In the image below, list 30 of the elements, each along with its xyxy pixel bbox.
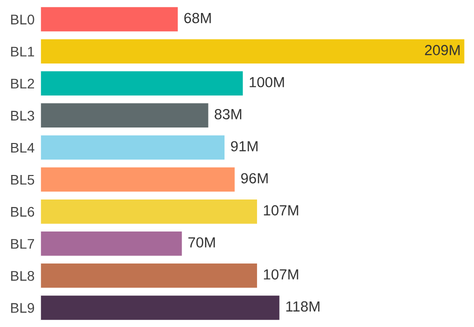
bar (40, 134, 226, 161)
bar (40, 102, 210, 129)
bar (40, 70, 244, 97)
data-label: 209M (425, 44, 460, 56)
bar (40, 166, 236, 194)
y-tick-label: BL3 (11, 110, 34, 121)
y-tick-label: BL5 (11, 175, 34, 185)
y-tick-label: BL0 (11, 14, 34, 24)
y-tick-label: BL9 (11, 303, 34, 313)
y-tick-label: BL4 (11, 142, 34, 153)
y-tick-label: BL8 (11, 270, 34, 281)
bar (40, 38, 466, 65)
data-label: 118M (286, 301, 320, 312)
y-tick-label: BL7 (11, 239, 34, 249)
data-label: 91M (230, 141, 258, 152)
data-label: 107M (264, 269, 298, 280)
bar (40, 262, 258, 290)
data-label: 83M (214, 109, 242, 120)
data-label: 70M (188, 237, 215, 248)
bar (40, 230, 184, 258)
y-tick-label: BL6 (11, 206, 34, 217)
data-label: 68M (184, 12, 211, 24)
y-tick-label: BL1 (11, 46, 34, 56)
bar (40, 6, 180, 33)
bar (40, 294, 281, 322)
data-label: 100M (250, 76, 284, 88)
data-label: 96M (241, 173, 268, 184)
y-tick-label: BL2 (11, 78, 34, 88)
data-label: 107M (264, 205, 298, 216)
bar (40, 198, 258, 226)
